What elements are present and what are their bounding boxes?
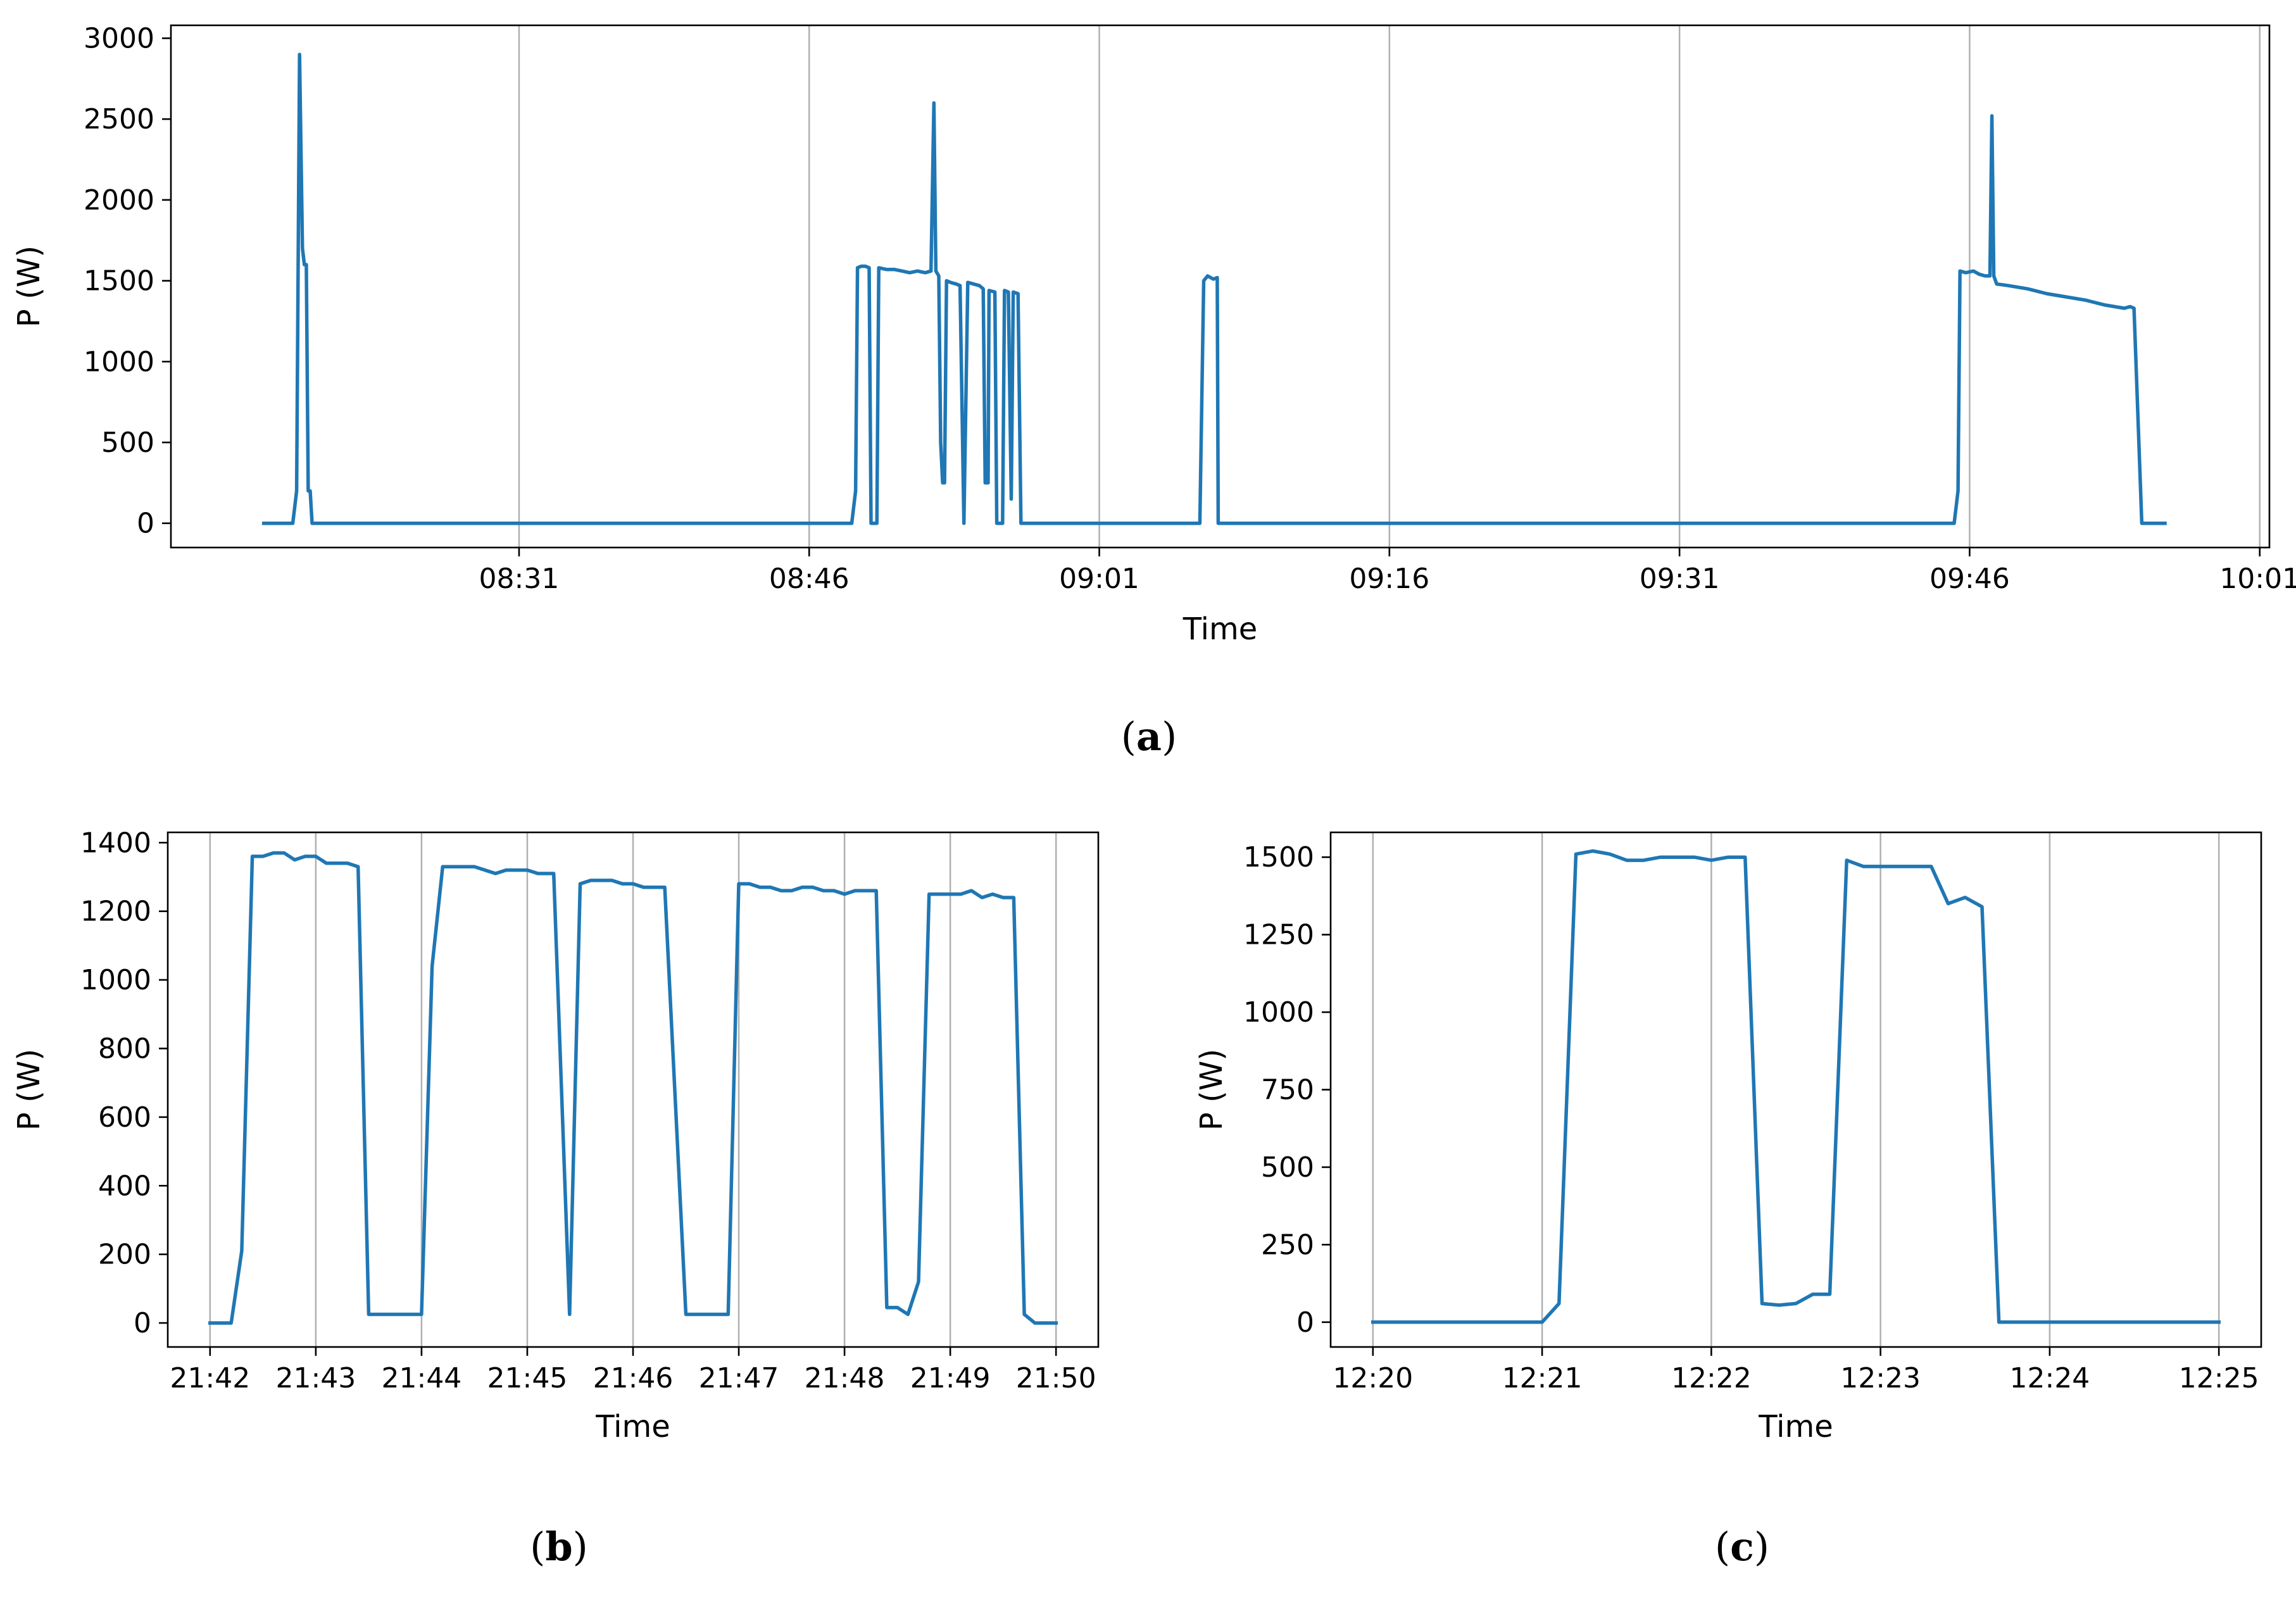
- series-line: [261, 53, 2167, 525]
- caption-letter: c: [1730, 1524, 1754, 1570]
- y-tick-label: 1500: [84, 265, 154, 297]
- panel-caption: (a): [1121, 713, 1177, 760]
- y-tick-label: 1500: [1243, 841, 1314, 874]
- x-tick-label: 12:22: [1671, 1362, 1752, 1394]
- x-axis-title: Time: [595, 1409, 670, 1444]
- x-tick-label: 08:46: [769, 563, 850, 595]
- x-tick-label: 09:31: [1640, 563, 1720, 595]
- x-tick-label: 12:25: [2179, 1362, 2259, 1394]
- x-tick-label: 12:23: [1840, 1362, 1921, 1394]
- plot-frame: [1329, 831, 2262, 1348]
- y-tick-label: 600: [98, 1101, 151, 1134]
- caption-paren-close: ): [573, 1524, 588, 1570]
- x-tick-label: 09:46: [1929, 563, 2010, 595]
- x-tick-label: 12:24: [2010, 1362, 2090, 1394]
- y-tick-label: 1000: [80, 964, 151, 996]
- panel-caption: (b): [530, 1524, 588, 1570]
- y-axis-title: P (W): [11, 1049, 47, 1130]
- series-line: [208, 851, 1058, 1325]
- y-tick-label: 500: [101, 427, 154, 459]
- caption-paren-close: ): [1162, 713, 1177, 760]
- caption-letter: a: [1136, 713, 1162, 760]
- caption-letter: b: [545, 1524, 572, 1570]
- y-axis-title: P (W): [11, 246, 47, 327]
- x-tick-label: 10:01: [2219, 563, 2296, 595]
- x-tick-label: 21:48: [805, 1362, 885, 1394]
- x-tick-label: 12:21: [1502, 1362, 1583, 1394]
- caption-paren-close: ): [1754, 1524, 1769, 1570]
- x-tick-label: 21:44: [382, 1362, 462, 1394]
- caption-paren-open: (: [1715, 1524, 1730, 1570]
- y-tick-label: 1000: [84, 346, 154, 378]
- x-axis-title: Time: [1183, 611, 1257, 647]
- y-tick-label: 800: [98, 1032, 151, 1065]
- y-tick-label: 2000: [84, 184, 154, 216]
- x-tick-label: 08:31: [479, 563, 560, 595]
- x-tick-label: 21:50: [1016, 1362, 1096, 1394]
- x-axis-title: Time: [1758, 1409, 1833, 1444]
- plot-frame: [170, 24, 2271, 549]
- y-tick-label: 2500: [84, 103, 154, 135]
- chart-a: 08:31 08:46 09:01 09:16 09:31 09:46 10:01 0 500 1…: [11, 22, 2296, 760]
- y-axis-title: P (W): [1194, 1049, 1229, 1130]
- y-tick-label: 3000: [84, 22, 154, 54]
- x-tick-label: 09:16: [1349, 563, 1429, 595]
- y-tick-label: 500: [1261, 1151, 1314, 1184]
- x-tick-label: 12:20: [1333, 1362, 1413, 1394]
- x-tick-label: 21:47: [699, 1362, 779, 1394]
- y-tick-label: 750: [1261, 1074, 1314, 1106]
- x-tick-label: 21:42: [170, 1362, 250, 1394]
- x-tick-label: 21:45: [487, 1362, 568, 1394]
- x-tick-label: 21:43: [275, 1362, 356, 1394]
- series-line: [1371, 849, 2221, 1324]
- chart-c: 12:20 12:21 12:22 12:23 12:24 12:25 0 250 500 750…: [1194, 831, 2262, 1570]
- y-tick-label: 0: [1296, 1306, 1314, 1339]
- y-tick-label: 1400: [80, 827, 151, 859]
- y-tick-label: 1200: [80, 896, 151, 928]
- y-tick-label: 0: [137, 508, 154, 540]
- chart-b: 21:42 21:43 21:44 21:45 21:46 21:47 21:48 21:49…: [11, 827, 1100, 1570]
- y-tick-label: 200: [98, 1239, 151, 1271]
- x-tick-label: 21:49: [910, 1362, 991, 1394]
- caption-paren-open: (: [530, 1524, 545, 1570]
- x-tick-label: 09:01: [1059, 563, 1139, 595]
- y-tick-label: 250: [1261, 1229, 1314, 1261]
- caption-paren-open: (: [1121, 713, 1136, 760]
- y-tick-label: 0: [134, 1307, 151, 1339]
- y-tick-label: 1000: [1243, 996, 1314, 1029]
- x-tick-label: 21:46: [593, 1362, 674, 1394]
- panel-caption: (c): [1715, 1524, 1769, 1570]
- y-tick-label: 1250: [1243, 919, 1314, 951]
- y-tick-label: 400: [98, 1170, 151, 1202]
